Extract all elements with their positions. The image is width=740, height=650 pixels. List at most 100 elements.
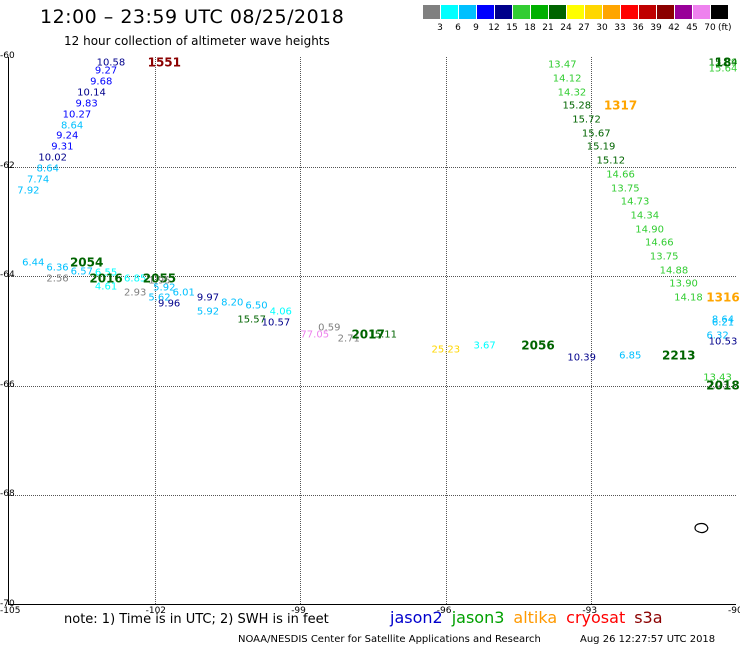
wave-height-label: 10.27 [62, 109, 92, 121]
pass-time-label: 1316 [706, 290, 740, 305]
credit-line: NOAA/NESDIS Center for Satellite Applica… [238, 634, 541, 645]
color-swatch [422, 5, 440, 19]
pass-time-label: 2213 [662, 348, 696, 363]
lon-tick-label: -96 [436, 606, 452, 616]
grid-line-lat [9, 166, 736, 168]
lat-tick-label: -68 [0, 489, 15, 500]
color-scale-label: 12 [488, 23, 500, 33]
legend-s3a: s3a [634, 608, 663, 627]
wave-height-label: 14.88 [659, 265, 689, 277]
wave-height-label: 8.64 [711, 314, 735, 326]
wave-height-label: 13.90 [669, 278, 698, 290]
legend-jason3: jason3 [451, 608, 505, 627]
wave-height-label: 13.47 [547, 59, 577, 71]
wave-height-label: 6.32 [706, 330, 729, 342]
wave-height-label: 6.85 [619, 350, 642, 362]
pass-time-label: 2017 [351, 327, 385, 342]
color-swatch [692, 5, 710, 19]
wave-height-label: 15.67 [581, 128, 611, 140]
wave-height-label: 2.23 [706, 380, 729, 392]
wave-height-label: 14.66 [645, 237, 674, 249]
wave-height-label: 14.73 [620, 196, 650, 208]
wave-height-label: 77.05 [300, 329, 330, 341]
wave-height-label: 13.75 [649, 251, 679, 263]
wave-height-label: 0.59 [318, 322, 341, 334]
wave-height-label: 25.23 [431, 344, 461, 356]
wave-height-label: 10.57 [261, 317, 291, 329]
wave-height-label: 10.53 [708, 336, 738, 348]
wave-height-label: 6.21 [711, 317, 735, 329]
wave-height-label: 2.56 [46, 273, 69, 285]
wave-height-label: 15.19 [586, 141, 616, 153]
legend-cryosat: cryosat [566, 608, 626, 627]
coastline-shape [694, 522, 709, 534]
color-scale-label: 18 [524, 23, 536, 33]
lat-tick-label: -70 [0, 599, 15, 609]
pass-time-label: 2055 [142, 271, 177, 286]
wave-height-label: 6.50 [245, 300, 268, 312]
wave-height-label: 10.02 [38, 152, 67, 164]
map-subtitle: 12 hour collection of altimeter wave hei… [64, 34, 330, 48]
color-swatch [602, 5, 620, 19]
wave-height-label: 9.68 [90, 76, 113, 88]
generation-timestamp: Aug 26 12:27:57 UTC 2018 [580, 634, 716, 645]
color-swatch [548, 5, 566, 19]
color-swatch [656, 5, 674, 19]
grid-line-lon [300, 57, 302, 604]
lat-tick-label: -66 [0, 379, 15, 390]
wave-height-label: 8.64 [36, 163, 59, 175]
wave-height-label: 14.18 [674, 292, 703, 304]
wave-height-label: 10.39 [567, 352, 597, 364]
map-title: 12:00 – 23:59 UTC 08/25/2018 [40, 6, 345, 28]
legend-jason2: jason2 [390, 608, 443, 627]
pass-time-label: 2018 [706, 378, 740, 393]
grid-line-lat [9, 385, 736, 387]
color-scale-label: 24 [560, 23, 572, 33]
lon-tick-label: -90 [728, 606, 740, 616]
wave-height-label: 5.92 [153, 282, 176, 294]
wave-height-label: 10.14 [77, 87, 106, 99]
color-scale-label: 70 [704, 23, 716, 33]
wave-height-label: 5.62 [148, 292, 171, 304]
wave-height-label: 7.92 [17, 185, 40, 197]
color-scale-label: 15 [506, 23, 518, 33]
wave-height-label: 6.44 [22, 257, 45, 268]
color-swatch [512, 5, 530, 19]
color-scale-label: 3 [437, 23, 443, 33]
color-swatch [494, 5, 512, 19]
wave-height-label: 6.36 [46, 262, 69, 274]
wave-height-label: 9.27 [94, 65, 118, 77]
map-plot-area: 10.58 9.27 9.68 10.14 9.83 10.27 8.64 9.24 9.31 1… [8, 55, 740, 605]
legend-altika: altika [513, 608, 558, 627]
color-swatch [710, 5, 728, 19]
color-swatch [674, 5, 692, 19]
wave-height-label: 6.01 [172, 287, 195, 299]
wave-height-label: 14.66 [606, 169, 635, 181]
pass-time-label: 1551 [147, 55, 181, 70]
wave-height-label: 10.58 [96, 57, 126, 69]
color-scale-label: 21 [542, 23, 554, 33]
wave-height-label: 4.06 [269, 306, 292, 318]
wave-height-label: 2.93 [124, 287, 147, 299]
color-scale-label: 6 [455, 23, 461, 33]
wave-height-label: 1.95 [148, 275, 171, 287]
grid-line-lon [445, 57, 447, 604]
wave-height-label: 8.20 [221, 297, 244, 308]
wave-height-label: 15.84 [708, 57, 738, 69]
color-swatch [530, 5, 548, 19]
wave-height-label: 15.28 [562, 100, 592, 112]
wave-height-label: 9.97 [196, 292, 220, 304]
wave-height-label: 5.92 [196, 306, 220, 318]
wave-height-label: 14.12 [552, 73, 582, 85]
grid-line-lon [154, 57, 156, 604]
wave-height-label: 7.74 [26, 174, 50, 186]
wave-height-label: 9.96 [158, 298, 181, 310]
wave-height-label: 3.67 [473, 340, 496, 352]
color-scale-label: 42 [668, 23, 680, 33]
wave-height-label: 15.64 [708, 63, 738, 75]
color-swatch [458, 5, 476, 19]
wave-height-label: 13.43 [703, 372, 732, 384]
lon-tick-label: -99 [291, 606, 306, 616]
wave-height-label: 6.57 [70, 266, 93, 278]
wave-height-label: 9.83 [75, 98, 98, 110]
